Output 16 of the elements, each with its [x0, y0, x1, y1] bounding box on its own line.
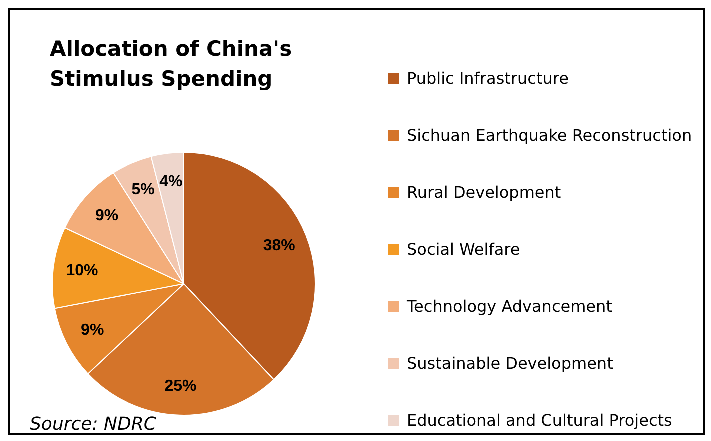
- chart-title: Allocation of China's Stimulus Spending: [50, 36, 294, 93]
- data-label: 38%: [263, 238, 296, 255]
- data-label: 5%: [132, 181, 155, 198]
- legend-label: Sichuan Earthquake Reconstruction: [407, 126, 692, 145]
- legend-label: Sustainable Development: [407, 354, 614, 373]
- legend-label: Educational and Cultural Projects: [407, 411, 672, 430]
- data-label: 25%: [164, 378, 197, 395]
- source-note: Source: NDRC: [30, 414, 156, 435]
- legend-label: Technology Advancement: [407, 297, 612, 316]
- data-label: 4%: [160, 174, 183, 191]
- legend-label: Social Welfare: [407, 240, 520, 259]
- legend-label: Rural Development: [407, 183, 562, 202]
- data-label: 9%: [96, 208, 119, 225]
- data-label: 10%: [66, 262, 98, 280]
- data-label: 9%: [81, 322, 104, 339]
- legend-label: Public Infrastructure: [407, 69, 569, 88]
